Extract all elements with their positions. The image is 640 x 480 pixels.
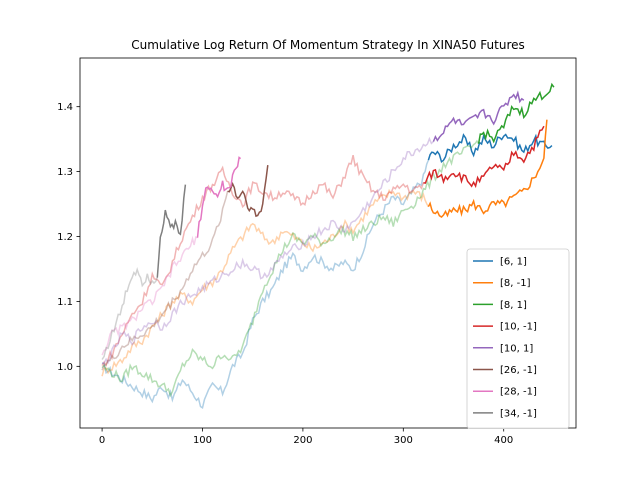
legend: [6, 1] [8, -1] [8, 1] [10, -1] [10, 1] [26, -… (466, 248, 570, 430)
legend-label: [10, 1] (500, 343, 533, 354)
legend-label: [8, 1] (500, 300, 527, 311)
series-line-4 (432, 90, 525, 142)
x-tick-label: 100 (193, 435, 212, 446)
x-tick-label: 400 (494, 435, 513, 446)
series-line-faded-1 (101, 188, 430, 377)
series-line-faded-0 (101, 159, 430, 410)
series-line-faded-6 (101, 235, 198, 356)
plot-frame (79, 57, 577, 429)
series-line-faded-5 (101, 191, 229, 371)
y-tick-label: 1.0 (57, 362, 73, 373)
y-tick-label: 1.1 (57, 297, 73, 308)
series-line-faded-3 (101, 155, 425, 367)
x-tick-label: 300 (394, 435, 413, 446)
chart-title: Cumulative Log Return Of Momentum Strate… (131, 38, 525, 52)
legend-label: [26, -1] (500, 365, 537, 376)
series-line-3 (423, 125, 545, 189)
series-line-5 (227, 165, 269, 218)
y-tick-label: 1.4 (57, 102, 73, 113)
series-line-6 (196, 156, 242, 238)
series-line-0 (427, 133, 553, 164)
legend-label: [8, -1] (500, 278, 531, 289)
series-line-faded-7 (101, 266, 158, 360)
series-line-faded-2 (101, 139, 480, 398)
legend-label: [34, -1] (500, 408, 537, 419)
x-tick-label: 200 (293, 435, 312, 446)
legend-label: [6, 1] (500, 257, 527, 268)
legend-box (466, 248, 570, 430)
y-axis: 1.0 1.1 1.2 1.3 1.4 (57, 102, 80, 373)
series-line-faded-4 (102, 136, 434, 365)
series-line-2 (477, 82, 555, 144)
x-axis: 0 100 200 300 400 (99, 428, 513, 446)
x-tick-label: 0 (99, 435, 105, 446)
y-tick-label: 1.2 (57, 232, 73, 243)
plot-lines (101, 82, 555, 410)
series-line-7 (156, 184, 187, 278)
legend-label: [10, -1] (500, 322, 537, 333)
y-tick-label: 1.3 (57, 167, 73, 178)
series-line-1 (427, 119, 548, 218)
legend-label: [28, -1] (500, 387, 537, 398)
